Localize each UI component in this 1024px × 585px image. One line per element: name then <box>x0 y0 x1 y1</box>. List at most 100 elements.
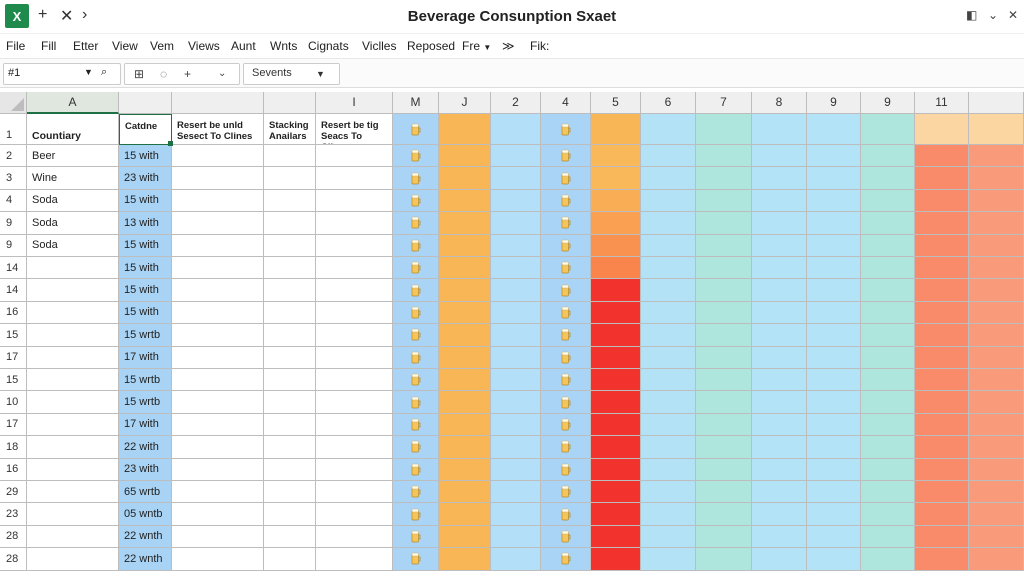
colored-cell[interactable] <box>861 436 915 459</box>
colored-cell[interactable] <box>439 369 491 392</box>
colored-cell[interactable] <box>541 301 591 325</box>
colored-cell[interactable] <box>807 324 861 347</box>
empty-cell[interactable] <box>172 503 264 526</box>
column-header[interactable]: 5 <box>591 92 641 114</box>
row-header[interactable]: 15 <box>0 369 27 392</box>
empty-cell[interactable] <box>172 548 264 571</box>
row-header[interactable]: 16 <box>0 458 27 481</box>
catdne-cell[interactable]: 17 with <box>119 346 172 369</box>
menu-reposed[interactable]: Reposed <box>407 39 456 53</box>
menu-aunt[interactable]: Aunt <box>231 39 256 53</box>
colored-cell[interactable] <box>641 548 696 571</box>
empty-cell[interactable] <box>172 257 264 280</box>
freeze-icon[interactable]: ⊞ <box>134 67 145 81</box>
colored-cell[interactable] <box>752 346 807 369</box>
colored-cell[interactable] <box>807 346 861 369</box>
empty-cell[interactable] <box>172 436 264 459</box>
colored-cell[interactable] <box>393 525 439 549</box>
colored-cell[interactable] <box>915 114 969 145</box>
row-header[interactable]: 23 <box>0 503 27 526</box>
colored-cell[interactable] <box>591 503 641 526</box>
catdne-cell[interactable]: 23 with <box>119 458 172 481</box>
colored-cell[interactable] <box>541 189 591 213</box>
colored-cell[interactable] <box>393 481 439 504</box>
empty-cell[interactable] <box>316 503 393 526</box>
column-header[interactable]: 4 <box>541 92 591 114</box>
colored-cell[interactable] <box>393 413 439 437</box>
colored-cell[interactable] <box>861 346 915 369</box>
colored-cell[interactable] <box>641 503 696 526</box>
colored-cell[interactable] <box>439 525 491 549</box>
colored-cell[interactable] <box>915 234 969 257</box>
empty-cell[interactable] <box>316 413 393 437</box>
column-header[interactable]: 2 <box>491 92 541 114</box>
colored-cell[interactable] <box>591 167 641 190</box>
colored-cell[interactable] <box>541 436 591 459</box>
empty-cell[interactable] <box>264 167 316 190</box>
colored-cell[interactable] <box>491 525 541 549</box>
country-cell[interactable]: Soda <box>27 189 119 213</box>
empty-cell[interactable] <box>172 458 264 481</box>
empty-cell[interactable] <box>316 167 393 190</box>
catdne-cell[interactable]: 15 with <box>119 257 172 280</box>
colored-cell[interactable] <box>752 301 807 325</box>
colored-cell[interactable] <box>807 391 861 414</box>
colored-cell[interactable] <box>969 369 1024 392</box>
empty-cell[interactable] <box>316 346 393 369</box>
colored-cell[interactable] <box>439 503 491 526</box>
colored-cell[interactable] <box>861 257 915 280</box>
country-cell[interactable] <box>27 346 119 369</box>
colored-cell[interactable] <box>696 391 752 414</box>
colored-cell[interactable] <box>591 114 641 145</box>
empty-cell[interactable] <box>172 369 264 392</box>
colored-cell[interactable] <box>541 346 591 369</box>
colored-cell[interactable] <box>915 369 969 392</box>
column-title[interactable]: Resert be unld Sesect To Clines <box>172 114 264 145</box>
colored-cell[interactable] <box>969 212 1024 235</box>
colored-cell[interactable] <box>491 324 541 347</box>
colored-cell[interactable] <box>491 189 541 213</box>
colored-cell[interactable] <box>591 481 641 504</box>
empty-cell[interactable] <box>316 324 393 347</box>
colored-cell[interactable] <box>439 481 491 504</box>
country-cell[interactable] <box>27 391 119 414</box>
colored-cell[interactable] <box>541 413 591 437</box>
colored-cell[interactable] <box>393 391 439 414</box>
colored-cell[interactable] <box>393 458 439 481</box>
colored-cell[interactable] <box>491 301 541 325</box>
colored-cell[interactable] <box>641 391 696 414</box>
colored-cell[interactable] <box>439 301 491 325</box>
colored-cell[interactable] <box>752 167 807 190</box>
colored-cell[interactable] <box>969 145 1024 168</box>
chevron-right-icon[interactable]: › <box>82 6 88 23</box>
empty-cell[interactable] <box>264 391 316 414</box>
colored-cell[interactable] <box>752 234 807 257</box>
colored-cell[interactable] <box>696 413 752 437</box>
colored-cell[interactable] <box>807 212 861 235</box>
colored-cell[interactable] <box>969 481 1024 504</box>
row-header[interactable]: 17 <box>0 413 27 437</box>
colored-cell[interactable] <box>641 234 696 257</box>
colored-cell[interactable] <box>807 548 861 571</box>
colored-cell[interactable] <box>915 257 969 280</box>
empty-cell[interactable] <box>264 436 316 459</box>
colored-cell[interactable] <box>439 436 491 459</box>
colored-cell[interactable] <box>541 525 591 549</box>
colored-cell[interactable] <box>393 234 439 257</box>
chevron-down-icon[interactable]: ⌄ <box>218 68 227 79</box>
country-cell[interactable] <box>27 503 119 526</box>
colored-cell[interactable] <box>915 145 969 168</box>
colored-cell[interactable] <box>439 145 491 168</box>
format-dropdown[interactable]: Sevents ▼ <box>243 63 340 85</box>
close-icon[interactable]: ✕ <box>60 8 74 25</box>
colored-cell[interactable] <box>541 167 591 190</box>
row-header[interactable]: 15 <box>0 324 27 347</box>
catdne-cell[interactable]: 15 with <box>119 145 172 168</box>
colored-cell[interactable] <box>752 548 807 571</box>
colored-cell[interactable] <box>696 458 752 481</box>
empty-cell[interactable] <box>264 324 316 347</box>
colored-cell[interactable] <box>541 257 591 280</box>
colored-cell[interactable] <box>807 503 861 526</box>
colored-cell[interactable] <box>591 436 641 459</box>
colored-cell[interactable] <box>969 525 1024 549</box>
